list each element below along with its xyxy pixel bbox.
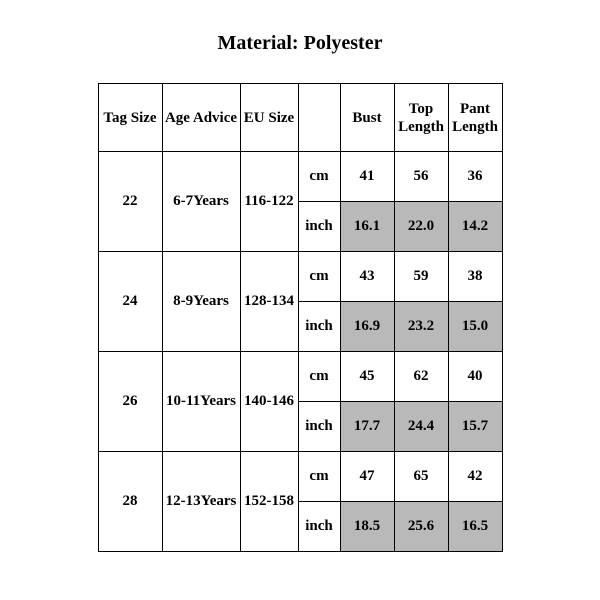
- cell-bust-cm: 41: [340, 152, 394, 202]
- col-header-bust: Bust: [340, 84, 394, 152]
- cell-tag: 26: [98, 352, 162, 452]
- cell-age: 12-13Years: [162, 452, 240, 552]
- cell-pant-cm: 40: [448, 352, 502, 402]
- cell-bust-inch: 18.5: [340, 502, 394, 552]
- cell-pant-inch: 16.5: [448, 502, 502, 552]
- cell-bust-inch: 16.1: [340, 202, 394, 252]
- cell-unit-inch: inch: [298, 402, 340, 452]
- col-header-eu-size: EU Size: [240, 84, 298, 152]
- cell-unit-inch: inch: [298, 302, 340, 352]
- cell-bust-inch: 17.7: [340, 402, 394, 452]
- cell-tag: 22: [98, 152, 162, 252]
- cell-unit-cm: cm: [298, 152, 340, 202]
- page-title: Material: Polyester: [0, 32, 600, 55]
- table-row: 22 6-7Years 116-122 cm 41 56 36: [98, 152, 502, 202]
- size-table: Tag Size Age Advice EU Size Bust Top Len…: [98, 83, 503, 552]
- cell-pant-cm: 42: [448, 452, 502, 502]
- cell-top-cm: 62: [394, 352, 448, 402]
- cell-bust-cm: 43: [340, 252, 394, 302]
- cell-top-cm: 59: [394, 252, 448, 302]
- cell-unit-cm: cm: [298, 452, 340, 502]
- cell-pant-inch: 15.0: [448, 302, 502, 352]
- cell-pant-cm: 38: [448, 252, 502, 302]
- cell-top-cm: 56: [394, 152, 448, 202]
- cell-top-inch: 22.0: [394, 202, 448, 252]
- table-row: 24 8-9Years 128-134 cm 43 59 38: [98, 252, 502, 302]
- cell-bust-cm: 47: [340, 452, 394, 502]
- cell-age: 10-11Years: [162, 352, 240, 452]
- cell-top-inch: 23.2: [394, 302, 448, 352]
- col-header-tag-size: Tag Size: [98, 84, 162, 152]
- cell-top-inch: 25.6: [394, 502, 448, 552]
- cell-pant-inch: 14.2: [448, 202, 502, 252]
- cell-bust-cm: 45: [340, 352, 394, 402]
- cell-unit-cm: cm: [298, 352, 340, 402]
- cell-unit-cm: cm: [298, 252, 340, 302]
- col-header-age-advice: Age Advice: [162, 84, 240, 152]
- cell-eu: 152-158: [240, 452, 298, 552]
- col-header-top-length: Top Length: [394, 84, 448, 152]
- table-row: 28 12-13Years 152-158 cm 47 65 42: [98, 452, 502, 502]
- page: Material: Polyester Tag Size Age Advice …: [0, 0, 600, 600]
- col-header-pant-length: Pant Length: [448, 84, 502, 152]
- cell-tag: 28: [98, 452, 162, 552]
- cell-eu: 140-146: [240, 352, 298, 452]
- cell-bust-inch: 16.9: [340, 302, 394, 352]
- cell-top-cm: 65: [394, 452, 448, 502]
- cell-eu: 116-122: [240, 152, 298, 252]
- table-row: 26 10-11Years 140-146 cm 45 62 40: [98, 352, 502, 402]
- col-header-unit: [298, 84, 340, 152]
- cell-pant-inch: 15.7: [448, 402, 502, 452]
- cell-tag: 24: [98, 252, 162, 352]
- cell-age: 8-9Years: [162, 252, 240, 352]
- cell-age: 6-7Years: [162, 152, 240, 252]
- cell-unit-inch: inch: [298, 502, 340, 552]
- cell-unit-inch: inch: [298, 202, 340, 252]
- cell-top-inch: 24.4: [394, 402, 448, 452]
- table-header-row: Tag Size Age Advice EU Size Bust Top Len…: [98, 84, 502, 152]
- cell-pant-cm: 36: [448, 152, 502, 202]
- cell-eu: 128-134: [240, 252, 298, 352]
